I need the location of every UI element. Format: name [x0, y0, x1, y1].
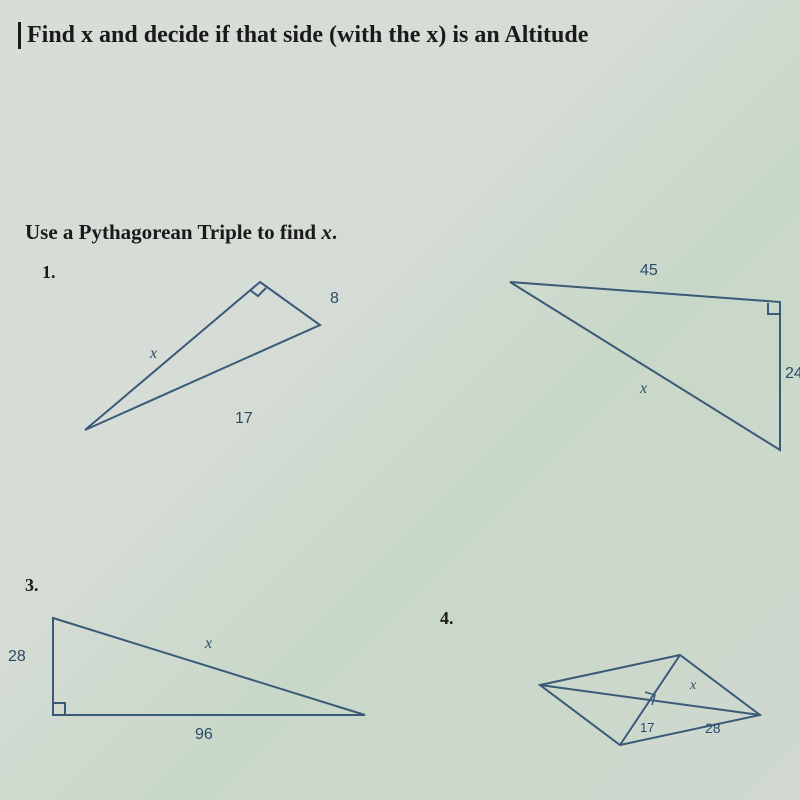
- title-area: Find x and decide if that side (with the…: [18, 22, 782, 49]
- problem-4-number: 4.: [440, 608, 454, 629]
- title-bar: Find x and decide if that side (with the…: [18, 22, 782, 49]
- triangle-3: [53, 618, 365, 715]
- subtitle-var: x: [321, 220, 332, 244]
- p1-label-17: 17: [235, 410, 253, 428]
- problem-2-figure: [490, 270, 800, 480]
- problem-4-figure: [485, 630, 785, 770]
- triangle-1: [85, 282, 320, 430]
- worksheet-page: { "title": { "line1": "Find x and decide…: [0, 0, 800, 800]
- p2-label-24: 24: [785, 365, 800, 383]
- p2-label-45: 45: [640, 262, 658, 280]
- right-angle-mark-3: [53, 703, 65, 715]
- p1-label-x: x: [150, 345, 157, 363]
- p3-label-96: 96: [195, 726, 213, 744]
- triangle-2: [510, 282, 780, 450]
- right-angle-mark-2: [768, 303, 780, 314]
- title-text: Find x and decide if that side (with the…: [27, 22, 588, 48]
- subtitle-suffix: .: [332, 220, 337, 244]
- p1-label-8: 8: [330, 290, 339, 308]
- problem-1-figure: [65, 270, 365, 460]
- p2-label-x: x: [640, 380, 647, 398]
- subtitle: Use a Pythagorean Triple to find x.: [25, 220, 337, 245]
- problem-1-number: 1.: [42, 262, 56, 283]
- p3-label-28: 28: [8, 648, 26, 666]
- p4-label-28: 28: [705, 720, 721, 736]
- p3-label-x: x: [205, 635, 212, 653]
- problem-3-number: 3.: [25, 575, 39, 596]
- p4-label-17: 17: [640, 720, 654, 735]
- subtitle-prefix: Use a Pythagorean Triple to find: [25, 220, 321, 244]
- p4-label-x: x: [690, 678, 696, 694]
